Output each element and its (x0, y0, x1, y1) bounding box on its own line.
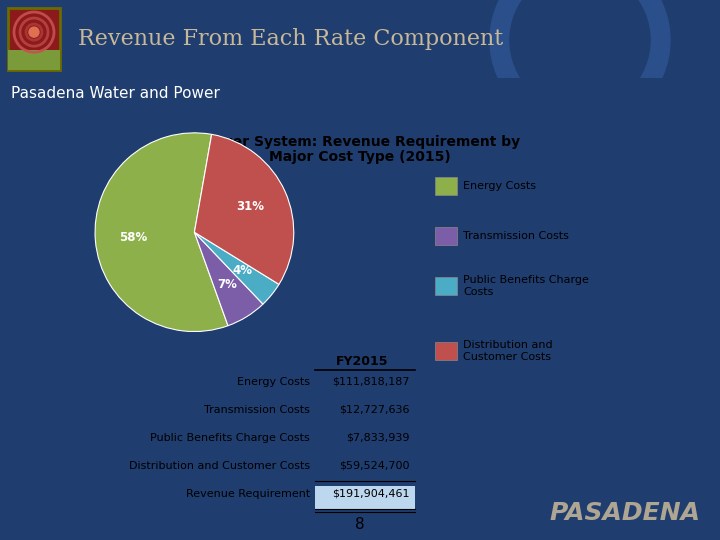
Wedge shape (194, 134, 294, 285)
Text: Revenue Requirement: Revenue Requirement (186, 489, 310, 499)
Text: Distribution and Customer Costs: Distribution and Customer Costs (129, 461, 310, 471)
Text: $12,727,636: $12,727,636 (340, 405, 410, 415)
Wedge shape (194, 232, 279, 304)
FancyBboxPatch shape (8, 8, 60, 70)
Text: Major Cost Type (2015): Major Cost Type (2015) (269, 150, 451, 164)
Wedge shape (194, 232, 263, 326)
Text: Energy Costs: Energy Costs (463, 181, 536, 191)
Text: 7%: 7% (217, 278, 237, 291)
FancyBboxPatch shape (315, 485, 415, 509)
Circle shape (29, 27, 39, 37)
Text: Transmission Costs: Transmission Costs (463, 231, 569, 241)
Text: Energy Costs: Energy Costs (237, 377, 310, 387)
FancyBboxPatch shape (435, 277, 457, 295)
Text: 58%: 58% (119, 231, 147, 244)
Text: 4%: 4% (233, 265, 252, 278)
FancyBboxPatch shape (435, 342, 457, 360)
Text: $7,833,939: $7,833,939 (346, 433, 410, 443)
Text: $191,904,461: $191,904,461 (333, 489, 410, 499)
Text: PASADENA: PASADENA (549, 501, 700, 525)
FancyBboxPatch shape (435, 177, 457, 195)
FancyBboxPatch shape (8, 50, 60, 70)
Text: FY2015: FY2015 (336, 355, 388, 368)
Text: Public Benefits Charge
Costs: Public Benefits Charge Costs (463, 275, 589, 297)
Circle shape (490, 0, 670, 131)
FancyBboxPatch shape (435, 227, 457, 245)
Circle shape (510, 0, 650, 110)
Text: Power System: Revenue Requirement by: Power System: Revenue Requirement by (200, 135, 520, 149)
Text: Revenue From Each Rate Component: Revenue From Each Rate Component (78, 28, 503, 50)
Text: $59,524,700: $59,524,700 (340, 461, 410, 471)
Text: Public Benefits Charge Costs: Public Benefits Charge Costs (150, 433, 310, 443)
Text: Pasadena Water and Power: Pasadena Water and Power (11, 86, 220, 100)
Wedge shape (95, 133, 228, 332)
Text: Distribution and
Customer Costs: Distribution and Customer Costs (463, 340, 553, 362)
Text: 31%: 31% (237, 200, 265, 213)
Text: Transmission Costs: Transmission Costs (204, 405, 310, 415)
Text: 8: 8 (355, 517, 365, 532)
Text: $111,818,187: $111,818,187 (333, 377, 410, 387)
